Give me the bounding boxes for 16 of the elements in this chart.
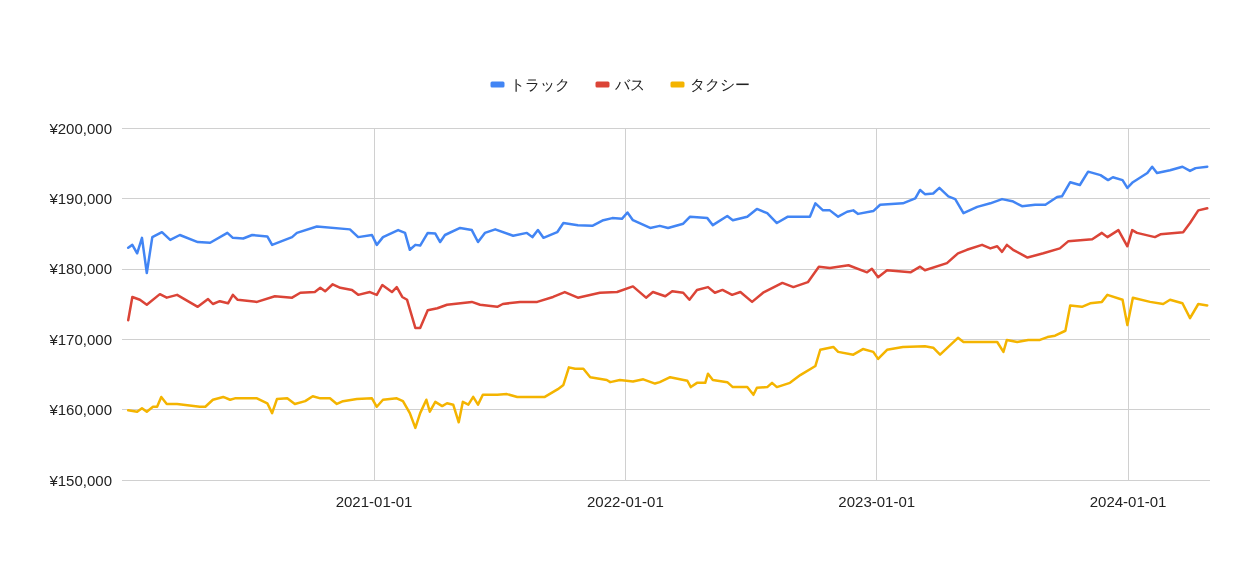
line-series <box>126 165 1209 275</box>
line-series <box>126 207 1209 330</box>
legend-label: バス <box>613 76 645 93</box>
y-tick-label: ¥170,000 <box>48 330 112 348</box>
y-tick-label: ¥160,000 <box>48 401 112 419</box>
y-tick-label: ¥150,000 <box>48 471 112 489</box>
x-tick-label: 2022-01-01 <box>587 493 664 510</box>
y-tick-label: ¥200,000 <box>48 119 112 137</box>
x-tick-label: 2021-01-01 <box>335 493 413 510</box>
legend-label: トラック <box>509 76 570 93</box>
line-series <box>126 293 1209 430</box>
x-tick-label: 2024-01-01 <box>1089 493 1167 510</box>
x-tick-label: 2023-01-01 <box>838 493 916 510</box>
legend-label: タクシー <box>689 76 750 93</box>
y-tick-label: ¥190,000 <box>48 189 112 207</box>
y-tick-label: ¥180,000 <box>48 260 112 278</box>
